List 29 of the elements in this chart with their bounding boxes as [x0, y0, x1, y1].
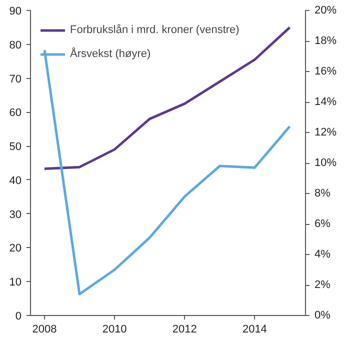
y-tick-label: 60 [9, 107, 22, 120]
y-tick-label: 0 [15, 310, 22, 322]
y2-tick-label: 4% [314, 248, 331, 260]
y2-tick-label: 20% [314, 4, 337, 16]
y2-tick-label: 2% [314, 279, 331, 291]
y-tick-label: 20 [9, 242, 22, 255]
x-tick-label: 2008 [32, 324, 57, 336]
x-tick-label: 2010 [102, 324, 127, 336]
y-tick-label: 30 [9, 208, 22, 221]
legend-label: Årsvekst (høyre) [70, 48, 151, 60]
y-tick-label: 80 [9, 39, 22, 52]
x-tick-label: 2014 [242, 324, 267, 336]
y2-tick-label: 8% [314, 188, 331, 200]
y-tick-label: 40 [9, 174, 22, 187]
y-tick-label: 50 [9, 141, 22, 154]
y2-tick-label: 6% [314, 218, 331, 230]
y2-tick-label: 12% [314, 126, 337, 138]
y-tick-label: 10 [9, 276, 22, 289]
y2-tick-label: 16% [314, 66, 337, 78]
y2-tick-label: 0% [314, 310, 331, 322]
line-series [43, 26, 291, 170]
y-tick-label: 90 [9, 6, 22, 18]
y2-tick-label: 14% [314, 96, 337, 108]
legend-label: Forbrukslån i mrd. kroner (venstre) [70, 24, 240, 36]
x-tick-label: 2012 [172, 324, 197, 336]
line-series [43, 48, 291, 296]
y-tick-label: 70 [9, 73, 22, 86]
y2-tick-label: 18% [314, 35, 337, 47]
y2-tick-label: 10% [314, 157, 337, 169]
